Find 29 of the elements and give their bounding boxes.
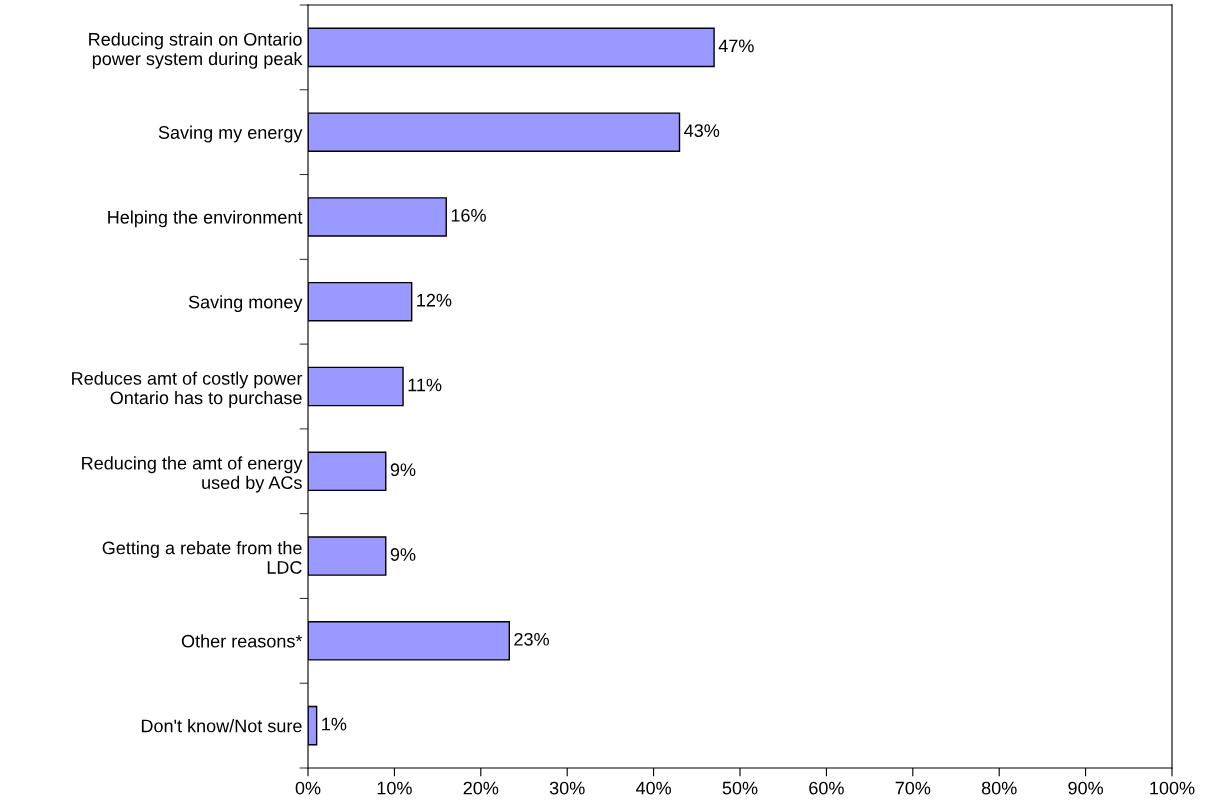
x-tick-label: 20%: [463, 781, 499, 795]
data-label: 12%: [417, 293, 452, 307]
y-tick-label: Helping the environment: [108, 210, 303, 228]
data-label: 16%: [451, 209, 486, 222]
data-label: 9%: [390, 548, 416, 561]
x-tick-label: 0%: [295, 781, 321, 795]
data-label: 47%: [718, 39, 754, 53]
x-tick-label: 60%: [809, 781, 844, 795]
data-label: 11%: [408, 378, 442, 392]
data-label: 9%: [390, 463, 416, 477]
y-tick-label: Don't know/Not sure: [141, 719, 302, 733]
y-tick-label: Saving my energy: [158, 125, 303, 143]
x-tick-label: 100%: [1150, 781, 1195, 795]
y-tick-label: Reduces amt of costly power Ontario has to purchase: [72, 371, 303, 408]
data-label: 43%: [684, 124, 720, 138]
data-label: 23%: [514, 632, 549, 646]
data-label: 1%: [322, 717, 347, 731]
x-tick-label: 40%: [635, 781, 672, 795]
x-tick-label: 70%: [895, 781, 931, 795]
y-tick-label: Reducing the amt of energy used by ACs: [82, 456, 303, 493]
x-tick-label: 30%: [549, 781, 585, 795]
x-tick-label: 90%: [1068, 781, 1104, 795]
y-tick-label: Saving money: [188, 295, 303, 313]
y-tick-label: Other reasons*: [181, 634, 303, 648]
x-tick-label: 50%: [722, 781, 758, 795]
y-tick-label: Getting a rebate from the LDC: [102, 541, 302, 574]
x-tick-label: 10%: [377, 781, 412, 795]
y-tick-label: Reducing strain on Ontario power system during peak: [89, 32, 303, 69]
x-tick-label: 80%: [981, 781, 1017, 795]
